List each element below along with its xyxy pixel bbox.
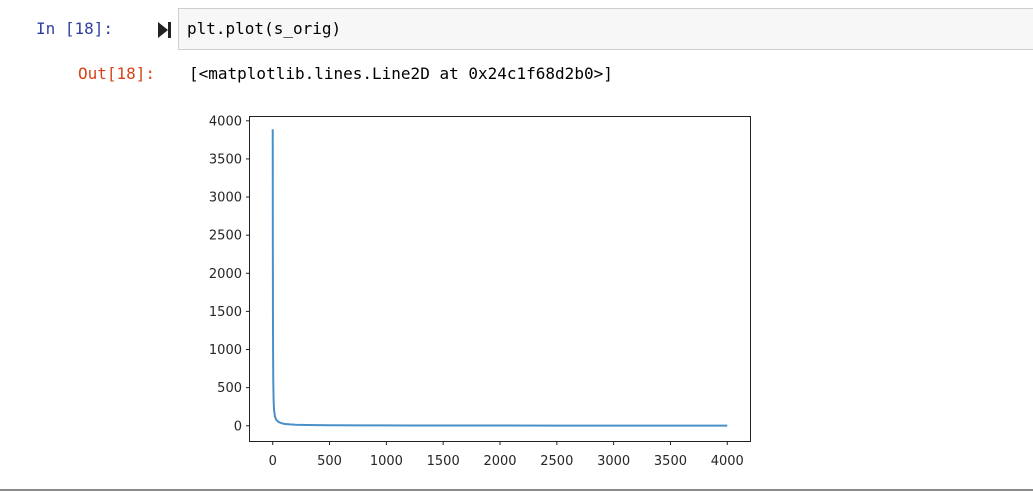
series-line-0 (271, 129, 728, 427)
x-tick-label: 3000 (597, 454, 630, 469)
x-tick-label: 500 (317, 454, 342, 469)
y-tick-label: 3000 (209, 191, 242, 206)
plot-series (271, 129, 728, 427)
cell-separator (0, 489, 1033, 491)
y-tick-label: 1000 (209, 343, 242, 358)
x-tick-label: 2500 (540, 454, 573, 469)
x-tick-label: 2000 (483, 454, 516, 469)
y-axis-ticks: 0 500 1000 1500 2000 2500 3000 3500 4000 (209, 114, 250, 434)
output-text: [<matplotlib.lines.Line2D at 0x24c1f68d2… (189, 64, 613, 83)
plot-frame (249, 116, 751, 442)
y-tick-label: 4000 (209, 114, 242, 129)
x-tick-label: 4000 (711, 454, 744, 469)
code-cell-input[interactable]: plt.plot(s_orig) (178, 8, 1033, 50)
y-tick-label: 3500 (209, 152, 242, 167)
x-tick-label: 1000 (370, 454, 403, 469)
in-prompt: In [18]: (36, 19, 114, 38)
y-tick-label: 1500 (209, 305, 242, 320)
y-tick-label: 500 (217, 381, 242, 396)
out-prompt: Out[18]: (78, 64, 156, 83)
run-cell-icon[interactable] (158, 22, 171, 38)
x-tick-label: 3500 (654, 454, 687, 469)
x-axis-ticks: 0 500 1000 1500 2000 2500 3000 3500 4000 (269, 441, 744, 469)
y-tick-label: 2500 (209, 229, 242, 244)
code-text[interactable]: plt.plot(s_orig) (187, 19, 342, 38)
y-tick-label: 0 (234, 419, 242, 434)
x-tick-label: 0 (269, 454, 277, 469)
x-tick-label: 1500 (427, 454, 460, 469)
y-tick-label: 2000 (209, 267, 242, 282)
